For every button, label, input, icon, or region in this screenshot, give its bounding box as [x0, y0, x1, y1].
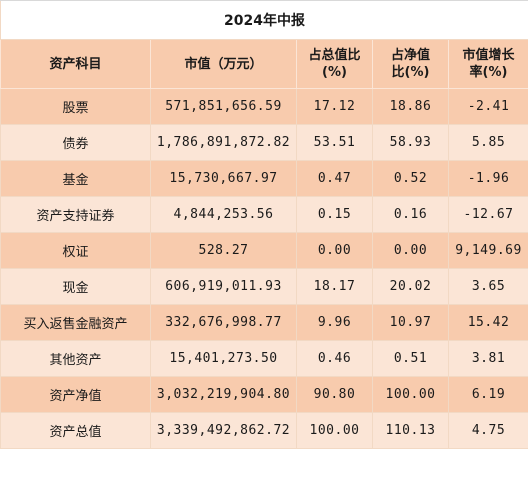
cell-market-value: 332,676,998.77: [150, 304, 297, 341]
cell-market-value: 1,786,891,872.82: [150, 124, 297, 161]
cell-growth-rate: 3.81: [447, 340, 528, 377]
cell-asset-item: 权证: [0, 232, 151, 269]
table-row: 资产支持证券 4,844,253.56 0.15 0.16 -12.67: [0, 196, 528, 233]
cell-pct-net: 100.00: [372, 376, 449, 413]
cell-pct-total: 0.15: [296, 196, 373, 233]
cell-asset-item: 资产总值: [0, 412, 151, 449]
cell-pct-net: 58.93: [372, 124, 449, 161]
header-pct-total: 占总值比 (%): [296, 39, 373, 89]
cell-growth-rate: 4.75: [447, 412, 528, 449]
cell-pct-total: 17.12: [296, 88, 373, 125]
cell-pct-total: 0.46: [296, 340, 373, 377]
cell-pct-net: 20.02: [372, 268, 449, 305]
asset-allocation-table: 2024年中报 资产科目 市值（万元） 占总值比 (%) 占净值 比(%) 市值…: [0, 0, 528, 449]
table-row: 资产总值 3,339,492,862.72 100.00 110.13 4.75: [0, 412, 528, 449]
cell-pct-net: 10.97: [372, 304, 449, 341]
cell-pct-total: 0.00: [296, 232, 373, 269]
cell-pct-total: 9.96: [296, 304, 373, 341]
cell-pct-total: 100.00: [296, 412, 373, 449]
cell-pct-net: 0.51: [372, 340, 449, 377]
cell-pct-net: 0.16: [372, 196, 449, 233]
table-row: 其他资产 15,401,273.50 0.46 0.51 3.81: [0, 340, 528, 377]
cell-asset-item: 现金: [0, 268, 151, 305]
cell-pct-net: 18.86: [372, 88, 449, 125]
cell-growth-rate: 15.42: [447, 304, 528, 341]
cell-pct-net: 110.13: [372, 412, 449, 449]
table-row: 债券 1,786,891,872.82 53.51 58.93 5.85: [0, 124, 528, 161]
cell-market-value: 3,339,492,862.72: [150, 412, 297, 449]
cell-pct-net: 0.00: [372, 232, 449, 269]
cell-market-value: 3,032,219,904.80: [150, 376, 297, 413]
cell-pct-total: 90.80: [296, 376, 373, 413]
cell-market-value: 606,919,011.93: [150, 268, 297, 305]
cell-asset-item: 基金: [0, 160, 151, 197]
cell-growth-rate: -2.41: [447, 88, 528, 125]
table-row: 股票 571,851,656.59 17.12 18.86 -2.41: [0, 88, 528, 125]
cell-growth-rate: 9,149.69: [447, 232, 528, 269]
cell-growth-rate: -1.96: [447, 160, 528, 197]
cell-pct-total: 53.51: [296, 124, 373, 161]
table-header-row: 资产科目 市值（万元） 占总值比 (%) 占净值 比(%) 市值增长 率(%): [0, 39, 528, 89]
table-row: 现金 606,919,011.93 18.17 20.02 3.65: [0, 268, 528, 305]
table-row: 基金 15,730,667.97 0.47 0.52 -1.96: [0, 160, 528, 197]
cell-market-value: 15,730,667.97: [150, 160, 297, 197]
table-row: 权证 528.27 0.00 0.00 9,149.69: [0, 232, 528, 269]
cell-market-value: 4,844,253.56: [150, 196, 297, 233]
cell-pct-net: 0.52: [372, 160, 449, 197]
cell-asset-item: 资产支持证券: [0, 196, 151, 233]
cell-growth-rate: 6.19: [447, 376, 528, 413]
cell-asset-item: 其他资产: [0, 340, 151, 377]
table-title: 2024年中报: [0, 0, 528, 40]
header-pct-net: 占净值 比(%): [372, 39, 449, 89]
cell-asset-item: 债券: [0, 124, 151, 161]
cell-growth-rate: 5.85: [447, 124, 528, 161]
header-asset-item: 资产科目: [0, 39, 151, 89]
cell-asset-item: 股票: [0, 88, 151, 125]
cell-asset-item: 买入返售金融资产: [0, 304, 151, 341]
cell-market-value: 528.27: [150, 232, 297, 269]
cell-market-value: 15,401,273.50: [150, 340, 297, 377]
header-growth-rate: 市值增长 率(%): [447, 39, 528, 89]
cell-pct-total: 18.17: [296, 268, 373, 305]
cell-growth-rate: 3.65: [447, 268, 528, 305]
table-row: 买入返售金融资产 332,676,998.77 9.96 10.97 15.42: [0, 304, 528, 341]
header-market-value: 市值（万元）: [150, 39, 297, 89]
table-title-row: 2024年中报: [0, 0, 528, 40]
cell-asset-item: 资产净值: [0, 376, 151, 413]
cell-pct-total: 0.47: [296, 160, 373, 197]
cell-market-value: 571,851,656.59: [150, 88, 297, 125]
cell-growth-rate: -12.67: [447, 196, 528, 233]
table-row: 资产净值 3,032,219,904.80 90.80 100.00 6.19: [0, 376, 528, 413]
